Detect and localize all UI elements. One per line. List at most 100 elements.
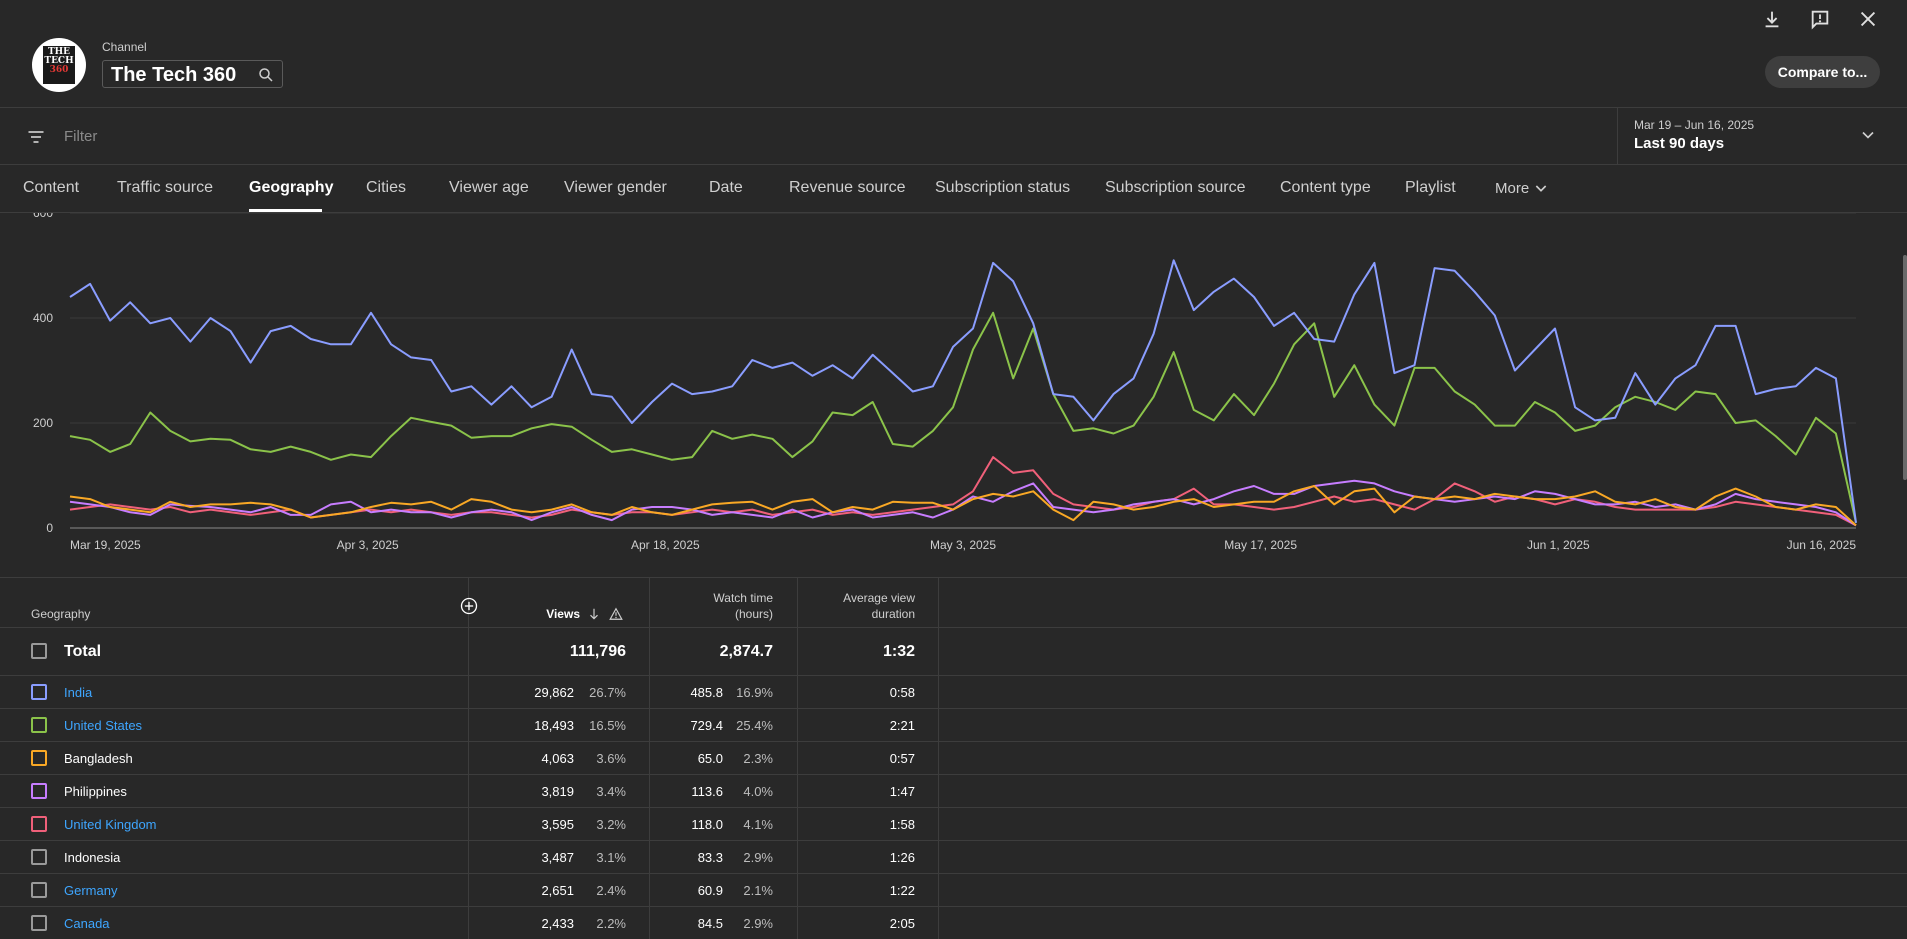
- row-checkbox[interactable]: [31, 816, 47, 832]
- sort-descending-icon[interactable]: [587, 607, 601, 621]
- dimension-tabs: Content Traffic source Geography Cities …: [0, 165, 1907, 213]
- row-checkbox[interactable]: [31, 684, 47, 700]
- x-tick-label: May 3, 2025: [930, 538, 996, 552]
- series-line-india[interactable]: [69, 259, 1857, 523]
- row-checkbox[interactable]: [31, 717, 47, 733]
- table-row[interactable]: Indonesia 3,487 3.1% 83.3 2.9% 1:26: [0, 841, 1907, 874]
- average-view-duration-value: 0:57: [889, 751, 915, 766]
- views-percent: 26.7%: [589, 685, 626, 700]
- download-icon[interactable]: [1761, 8, 1783, 30]
- watch-time-value: 83.3: [697, 850, 723, 865]
- x-tick-label: Apr 3, 2025: [337, 538, 399, 552]
- chevron-down-icon[interactable]: [1858, 125, 1878, 145]
- country-name[interactable]: Germany: [64, 883, 118, 898]
- total-average-view-duration: 1:32: [882, 643, 915, 660]
- country-name[interactable]: Canada: [64, 916, 110, 931]
- channel-avatar[interactable]: THE TECH 360: [32, 38, 86, 92]
- watch-time-percent: 2.1%: [743, 883, 773, 898]
- filter-icon[interactable]: [26, 127, 46, 147]
- watch-time-value: 113.6: [691, 784, 723, 799]
- country-name[interactable]: India: [64, 685, 93, 700]
- table-row[interactable]: Germany 2,651 2.4% 60.9 2.1% 1:22: [0, 874, 1907, 907]
- tab-more[interactable]: More: [1495, 180, 1549, 197]
- warning-icon[interactable]: [609, 607, 623, 621]
- average-view-duration-value: 2:05: [889, 916, 915, 931]
- total-watch-time: 2,874.7: [719, 643, 773, 660]
- filter-input[interactable]: Filter: [64, 128, 98, 145]
- table-row[interactable]: United Kingdom 3,595 3.2% 118.0 4.1% 1:58: [0, 808, 1907, 841]
- total-views: 111,796: [569, 643, 626, 660]
- tab-viewer-gender[interactable]: Viewer gender: [564, 179, 667, 196]
- country-name: Indonesia: [64, 850, 121, 865]
- row-checkbox[interactable]: [31, 915, 47, 931]
- channel-selector[interactable]: The Tech 360: [102, 60, 283, 88]
- table-row[interactable]: Philippines 3,819 3.4% 113.6 4.0% 1:47: [0, 775, 1907, 808]
- date-period-label[interactable]: Last 90 days: [1634, 135, 1725, 152]
- y-tick-label: 400: [33, 311, 53, 325]
- add-metric-icon[interactable]: [459, 596, 479, 616]
- row-checkbox[interactable]: [31, 882, 47, 898]
- column-divider: [649, 578, 650, 939]
- x-tick-label: Apr 18, 2025: [631, 538, 700, 552]
- channel-name: The Tech 360: [111, 64, 237, 86]
- tab-viewer-age[interactable]: Viewer age: [449, 179, 529, 196]
- tab-cities[interactable]: Cities: [366, 179, 407, 196]
- views-value: 2,651: [541, 883, 574, 898]
- x-tick-label: Jun 16, 2025: [1787, 538, 1857, 552]
- series-line-united-kingdom[interactable]: [69, 456, 1857, 527]
- scrollbar[interactable]: [1903, 255, 1907, 480]
- tab-content-type[interactable]: Content type: [1280, 179, 1371, 196]
- total-label: Total: [64, 643, 102, 660]
- table-row[interactable]: Bangladesh 4,063 3.6% 65.0 2.3% 0:57: [0, 742, 1907, 775]
- table-row[interactable]: United States 18,493 16.5% 729.4 25.4% 2:21: [0, 709, 1907, 742]
- series-line-united-states[interactable]: [69, 311, 1857, 524]
- column-header-geography[interactable]: Geography: [31, 607, 91, 621]
- average-view-duration-value: 1:58: [889, 817, 915, 832]
- row-checkbox[interactable]: [31, 783, 47, 799]
- series-line-philippines[interactable]: [69, 479, 1857, 527]
- close-icon[interactable]: [1857, 8, 1879, 30]
- watch-time-percent: 4.1%: [743, 817, 773, 832]
- compare-button[interactable]: Compare to...: [1765, 56, 1880, 88]
- average-view-duration-value: 1:47: [889, 784, 915, 799]
- table-row[interactable]: Canada 2,433 2.2% 84.5 2.9% 2:05: [0, 907, 1907, 939]
- header-line: Average view: [843, 591, 915, 605]
- views-percent: 3.2%: [596, 817, 626, 832]
- feedback-icon[interactable]: [1809, 8, 1831, 30]
- total-checkbox[interactable]: [31, 643, 47, 659]
- country-name[interactable]: United Kingdom: [64, 817, 157, 832]
- date-range[interactable]: Mar 19 – Jun 16, 2025: [1634, 118, 1755, 132]
- watch-time-value: 84.5: [697, 916, 723, 931]
- watch-time-value: 65.0: [697, 751, 723, 766]
- search-icon[interactable]: [257, 66, 275, 84]
- views-percent: 2.4%: [596, 883, 626, 898]
- tab-traffic-source[interactable]: Traffic source: [117, 179, 214, 196]
- column-header-average-view-duration[interactable]: Average view duration: [810, 590, 915, 622]
- column-divider: [468, 578, 469, 939]
- country-name[interactable]: United States: [64, 718, 143, 733]
- x-tick-label: May 17, 2025: [1224, 538, 1297, 552]
- row-checkbox[interactable]: [31, 750, 47, 766]
- x-tick-label: Mar 19, 2025: [70, 538, 141, 552]
- geography-table: Geography Views Watch time (hours) Avera…: [0, 578, 1907, 939]
- logo-text-line: THE: [47, 47, 71, 57]
- total-row: Total 111,796 2,874.7 1:32: [0, 627, 1907, 676]
- tab-subscription-source[interactable]: Subscription source: [1105, 179, 1246, 196]
- tab-subscription-status[interactable]: Subscription status: [935, 179, 1071, 196]
- tab-content[interactable]: Content: [23, 179, 80, 196]
- y-tick-label: 0: [46, 521, 53, 535]
- tab-geography[interactable]: Geography: [249, 179, 334, 196]
- watch-time-percent: 2.9%: [743, 916, 773, 931]
- y-tick-label: 200: [33, 416, 53, 430]
- row-checkbox[interactable]: [31, 849, 47, 865]
- column-header-watch-time[interactable]: Watch time (hours): [660, 590, 773, 622]
- tab-date[interactable]: Date: [709, 179, 743, 196]
- x-tick-label: Jun 1, 2025: [1527, 538, 1590, 552]
- column-header-views[interactable]: Views: [546, 607, 580, 621]
- tab-revenue-source[interactable]: Revenue source: [789, 179, 906, 196]
- table-row[interactable]: India 29,862 26.7% 485.8 16.9% 0:58: [0, 676, 1907, 709]
- series-line-bangladesh[interactable]: [69, 485, 1857, 527]
- channel-logo: THE TECH 360: [43, 46, 75, 84]
- tab-playlist[interactable]: Playlist: [1405, 179, 1456, 196]
- watch-time-percent: 2.3%: [743, 751, 773, 766]
